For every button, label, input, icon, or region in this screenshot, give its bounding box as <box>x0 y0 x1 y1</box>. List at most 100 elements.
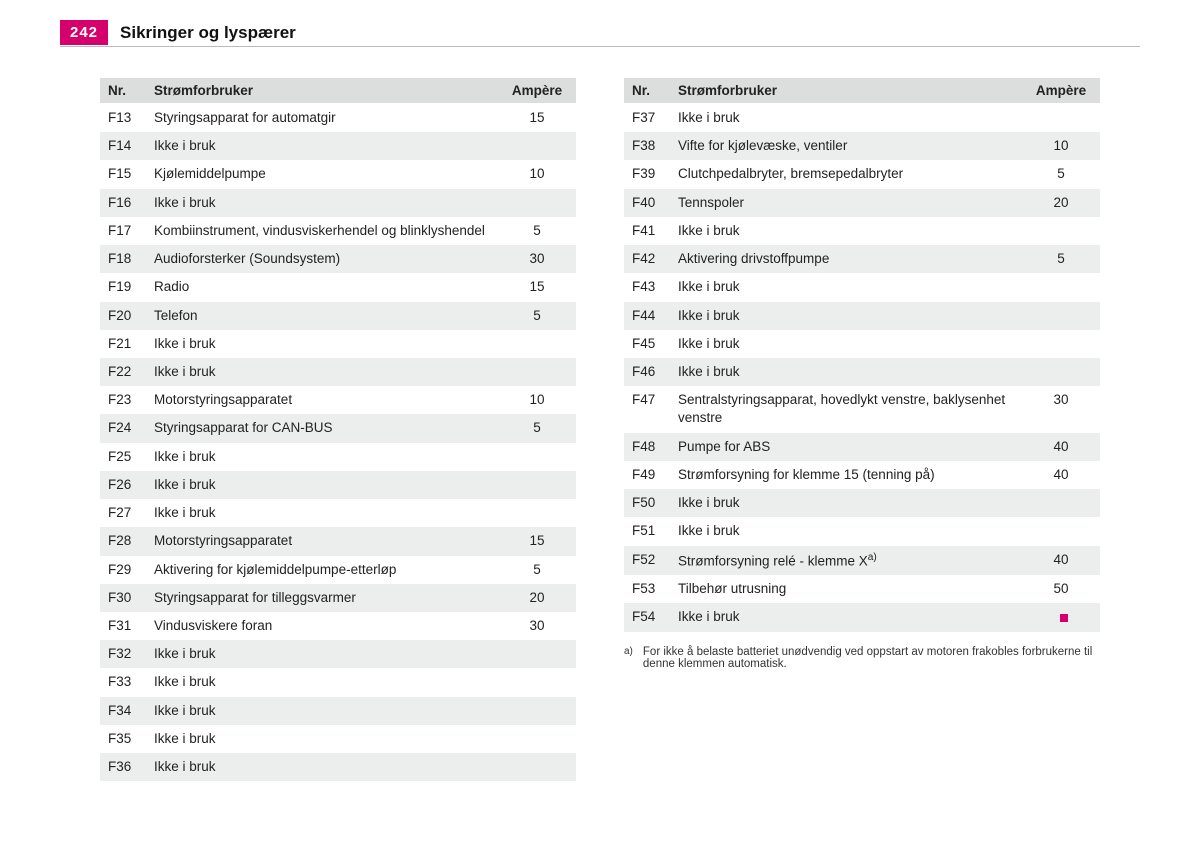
end-marker-icon <box>1060 614 1068 622</box>
cell-amp <box>498 358 576 386</box>
cell-amp: 20 <box>498 584 576 612</box>
header-rule <box>60 46 1140 47</box>
table-row: F52Strømforsyning relé - klemme Xa)40 <box>624 546 1100 576</box>
cell-amp: 30 <box>498 612 576 640</box>
cell-nr: F35 <box>100 725 146 753</box>
cell-desc: Kombiinstrument, vindusviskerhendel og b… <box>146 217 498 245</box>
cell-desc: Radio <box>146 273 498 301</box>
cell-desc: Ikke i bruk <box>146 668 498 696</box>
col-header-amp: Ampère <box>1022 78 1100 104</box>
col-header-nr: Nr. <box>100 78 146 104</box>
table-row: F32Ikke i bruk <box>100 640 576 668</box>
cell-nr: F45 <box>624 330 670 358</box>
cell-nr: F33 <box>100 668 146 696</box>
table-row: F44Ikke i bruk <box>624 302 1100 330</box>
table-row: F20Telefon5 <box>100 302 576 330</box>
table-row: F19Radio15 <box>100 273 576 301</box>
footnote-ref: a) <box>868 552 877 563</box>
table-row: F51Ikke i bruk <box>624 517 1100 545</box>
cell-nr: F44 <box>624 302 670 330</box>
cell-amp <box>498 189 576 217</box>
cell-nr: F19 <box>100 273 146 301</box>
cell-amp: 15 <box>498 527 576 555</box>
cell-desc: Clutchpedalbryter, bremsepedalbryter <box>670 160 1022 188</box>
left-column: Nr. Strømforbruker Ampère F13Styringsapp… <box>100 78 576 781</box>
footnote-mark: a) <box>624 646 633 670</box>
cell-desc: Ikke i bruk <box>670 489 1022 517</box>
cell-amp: 10 <box>498 160 576 188</box>
cell-nr: F36 <box>100 753 146 781</box>
table-row: F31Vindusviskere foran30 <box>100 612 576 640</box>
cell-desc: Sentralstyringsapparat, hovedlykt venstr… <box>670 386 1022 432</box>
cell-nr: F34 <box>100 697 146 725</box>
page-header: 242 Sikringer og lyspærer <box>60 20 296 45</box>
cell-desc: Strømforsyning for klemme 15 (tenning på… <box>670 461 1022 489</box>
cell-amp: 15 <box>498 104 576 133</box>
col-header-nr: Nr. <box>624 78 670 104</box>
fuse-table-left: Nr. Strømforbruker Ampère F13Styringsapp… <box>100 78 576 781</box>
cell-amp: 5 <box>1022 160 1100 188</box>
table-row: F53Tilbehør utrusning50 <box>624 575 1100 603</box>
table-row: F35Ikke i bruk <box>100 725 576 753</box>
fuse-table-right: Nr. Strømforbruker Ampère F37Ikke i bruk… <box>624 78 1100 632</box>
cell-amp <box>1022 273 1100 301</box>
table-row: F33Ikke i bruk <box>100 668 576 696</box>
content-area: Nr. Strømforbruker Ampère F13Styringsapp… <box>100 78 1100 781</box>
cell-amp: 10 <box>1022 132 1100 160</box>
table-row: F47Sentralstyringsapparat, hovedlykt ven… <box>624 386 1100 432</box>
cell-amp <box>498 697 576 725</box>
cell-amp: 5 <box>498 556 576 584</box>
cell-nr: F54 <box>624 603 670 631</box>
cell-desc: Ikke i bruk <box>670 330 1022 358</box>
cell-desc: Ikke i bruk <box>146 499 498 527</box>
cell-amp <box>1022 517 1100 545</box>
table-row: F23Motorstyringsapparatet10 <box>100 386 576 414</box>
cell-desc: Kjølemiddelpumpe <box>146 160 498 188</box>
table-row: F42Aktivering drivstoffpumpe5 <box>624 245 1100 273</box>
cell-desc: Styringsapparat for tilleggsvarmer <box>146 584 498 612</box>
table-row: F24Styringsapparat for CAN-BUS5 <box>100 414 576 442</box>
cell-nr: F32 <box>100 640 146 668</box>
page-number-box: 242 <box>60 20 108 45</box>
cell-desc: Ikke i bruk <box>146 640 498 668</box>
table-row: F27Ikke i bruk <box>100 499 576 527</box>
cell-desc: Ikke i bruk <box>146 753 498 781</box>
cell-desc: Ikke i bruk <box>670 217 1022 245</box>
cell-desc: Styringsapparat for automatgir <box>146 104 498 133</box>
cell-nr: F14 <box>100 132 146 160</box>
cell-amp: 40 <box>1022 461 1100 489</box>
cell-desc: Ikke i bruk <box>670 358 1022 386</box>
cell-desc: Styringsapparat for CAN-BUS <box>146 414 498 442</box>
cell-amp <box>1022 104 1100 133</box>
cell-amp <box>1022 217 1100 245</box>
cell-desc: Ikke i bruk <box>146 132 498 160</box>
table-row: F34Ikke i bruk <box>100 697 576 725</box>
cell-nr: F39 <box>624 160 670 188</box>
footnote: a) For ikke å belaste batteriet unødvend… <box>624 646 1100 670</box>
cell-amp <box>498 330 576 358</box>
table-row: F22Ikke i bruk <box>100 358 576 386</box>
cell-nr: F25 <box>100 443 146 471</box>
cell-amp: 5 <box>498 302 576 330</box>
cell-desc: Ikke i bruk <box>146 330 498 358</box>
cell-desc: Ikke i bruk <box>146 358 498 386</box>
cell-amp <box>1022 330 1100 358</box>
cell-nr: F20 <box>100 302 146 330</box>
table-row: F13Styringsapparat for automatgir15 <box>100 104 576 133</box>
table-row: F15Kjølemiddelpumpe10 <box>100 160 576 188</box>
cell-nr: F28 <box>100 527 146 555</box>
table-row: F30Styringsapparat for tilleggsvarmer20 <box>100 584 576 612</box>
cell-amp <box>498 132 576 160</box>
table-row: F36Ikke i bruk <box>100 753 576 781</box>
cell-amp <box>1022 603 1100 631</box>
cell-amp: 20 <box>1022 189 1100 217</box>
cell-amp: 30 <box>1022 386 1100 432</box>
cell-desc: Ikke i bruk <box>670 517 1022 545</box>
table-row: F40Tennspoler20 <box>624 189 1100 217</box>
cell-nr: F17 <box>100 217 146 245</box>
cell-nr: F31 <box>100 612 146 640</box>
cell-nr: F48 <box>624 433 670 461</box>
table-row: F50Ikke i bruk <box>624 489 1100 517</box>
cell-amp: 10 <box>498 386 576 414</box>
cell-nr: F30 <box>100 584 146 612</box>
